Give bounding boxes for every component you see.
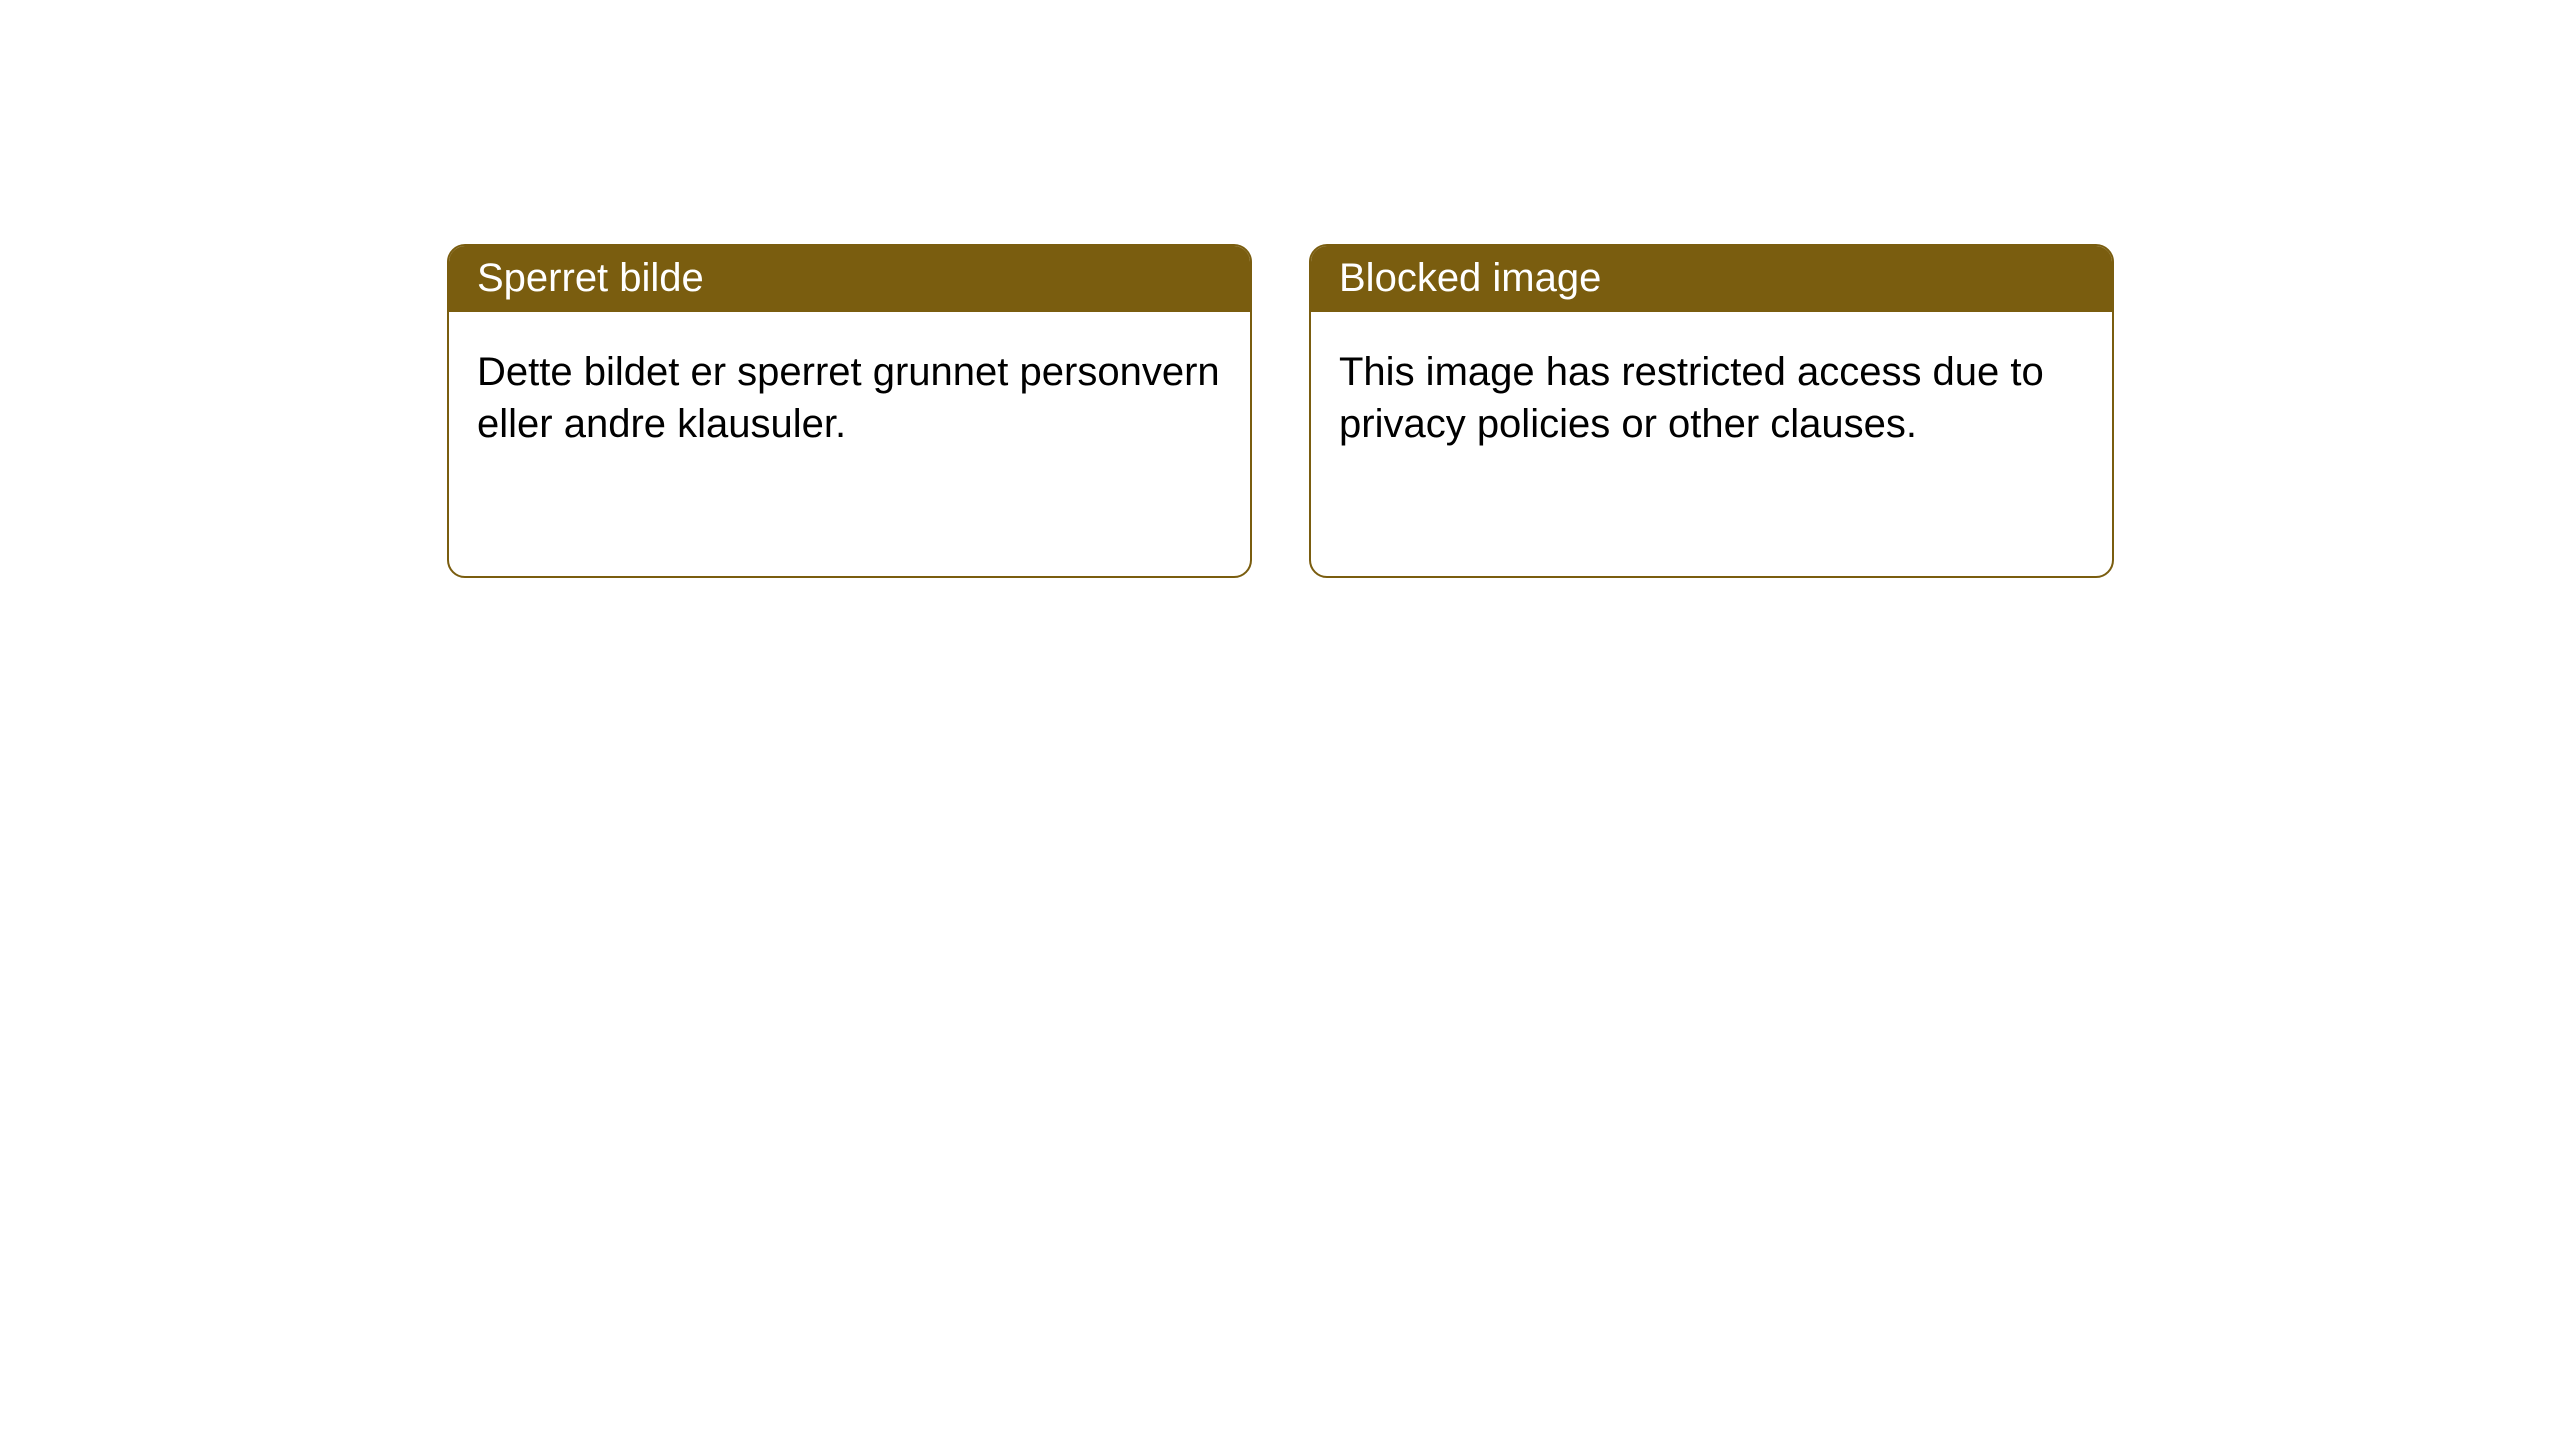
card-body: Dette bildet er sperret grunnet personve… bbox=[449, 312, 1250, 478]
card-message-no: Dette bildet er sperret grunnet personve… bbox=[477, 350, 1220, 446]
card-header: Blocked image bbox=[1311, 246, 2112, 312]
card-title-no: Sperret bilde bbox=[477, 256, 704, 300]
card-body: This image has restricted access due to … bbox=[1311, 312, 2112, 478]
blocked-image-card-no: Sperret bilde Dette bildet er sperret gr… bbox=[447, 244, 1252, 578]
card-header: Sperret bilde bbox=[449, 246, 1250, 312]
notice-panel-container: Sperret bilde Dette bildet er sperret gr… bbox=[0, 0, 2560, 578]
card-message-en: This image has restricted access due to … bbox=[1339, 350, 2044, 446]
blocked-image-card-en: Blocked image This image has restricted … bbox=[1309, 244, 2114, 578]
card-title-en: Blocked image bbox=[1339, 256, 1601, 300]
